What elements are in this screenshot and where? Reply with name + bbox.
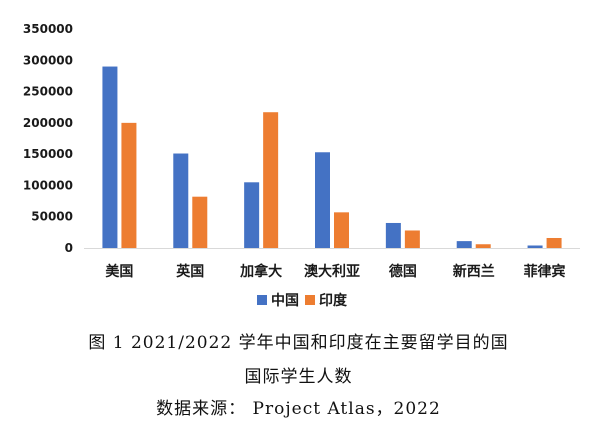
figure-caption-title-continued: 国际学生人数 bbox=[244, 367, 353, 387]
bar-china-6 bbox=[527, 245, 543, 248]
bar-india-5 bbox=[475, 244, 491, 248]
bar-china-3 bbox=[315, 152, 330, 248]
x-tick-label: 新西兰 bbox=[453, 263, 495, 280]
legend-label-india: 印度 bbox=[319, 292, 348, 309]
y-tick-label: 200000 bbox=[23, 116, 73, 130]
bar-china-4 bbox=[385, 222, 401, 248]
y-axis-ticks: 0 50000 100000 150000 200000 250000 300000 3500… bbox=[23, 22, 73, 255]
bar-china-0 bbox=[102, 66, 118, 249]
bar-india-0 bbox=[121, 122, 137, 248]
figure-caption-source: 数据来源： Project Atlas，2022 bbox=[156, 399, 441, 419]
legend: 中国 印度 bbox=[257, 292, 348, 309]
x-tick-label: 澳大利亚 bbox=[304, 263, 360, 280]
y-tick-label: 0 bbox=[65, 241, 73, 255]
legend-swatch-india bbox=[305, 295, 315, 305]
y-tick-label: 250000 bbox=[23, 85, 73, 99]
bar-india-6 bbox=[546, 237, 562, 248]
x-axis-ticks: 美国 英国 加拿大 澳大利亚 德国 新西兰 菲律宾 bbox=[105, 263, 565, 280]
x-tick-label: 加拿大 bbox=[239, 263, 282, 280]
bar-china-2 bbox=[244, 182, 260, 248]
bar-china-5 bbox=[456, 241, 472, 248]
y-tick-label: 350000 bbox=[23, 22, 73, 36]
figure-caption-title: 图 1 2021/2022 学年中国和印度在主要留学目的国 bbox=[88, 333, 509, 353]
bars bbox=[102, 66, 562, 249]
bar-chart: 0 50000 100000 150000 200000 250000 300000 3500… bbox=[23, 22, 580, 309]
bar-china-1 bbox=[173, 153, 189, 248]
legend-label-china: 中国 bbox=[271, 292, 299, 309]
legend-swatch-china bbox=[257, 295, 267, 305]
x-tick-label: 英国 bbox=[175, 263, 204, 280]
bar-india-2 bbox=[263, 112, 279, 248]
bar-india-1 bbox=[192, 196, 208, 248]
x-tick-label: 美国 bbox=[105, 263, 133, 280]
y-tick-label: 100000 bbox=[23, 178, 73, 192]
y-tick-label: 300000 bbox=[23, 53, 73, 67]
x-tick-label: 菲律宾 bbox=[524, 263, 566, 280]
y-tick-label: 50000 bbox=[31, 210, 73, 224]
y-tick-label: 150000 bbox=[23, 147, 73, 161]
bar-india-4 bbox=[404, 230, 420, 248]
bar-india-3 bbox=[334, 212, 349, 248]
x-tick-label: 德国 bbox=[389, 263, 417, 280]
